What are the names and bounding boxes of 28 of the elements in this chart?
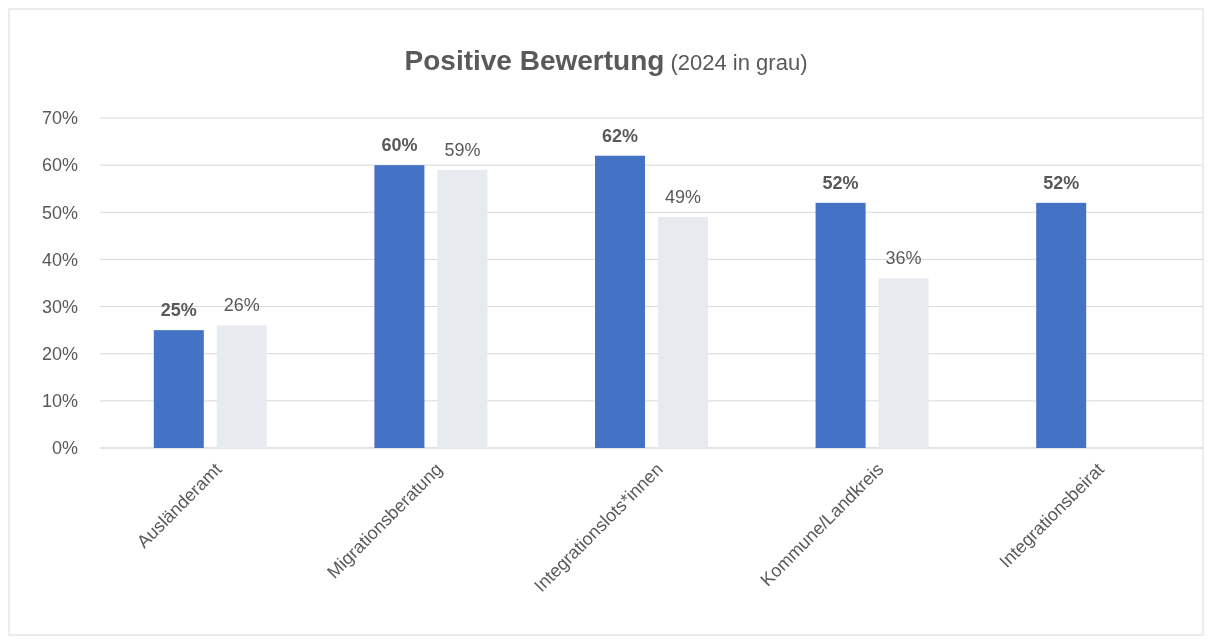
y-tick-label: 40% [41,249,78,270]
y-tick-label: 10% [41,391,78,412]
bar [153,330,204,448]
chart-subtitle: (2024 in grau) [664,50,808,75]
y-tick-label: 50% [41,202,78,223]
y-tick-label: 20% [41,344,78,365]
data-label: 26% [223,295,260,316]
y-tick-label: 0% [51,438,78,459]
bar [595,155,645,448]
bar [374,165,425,448]
y-tick-label: 30% [41,296,78,317]
data-label: 60% [381,135,418,156]
data-label: 52% [1043,172,1080,193]
bar [216,325,267,448]
bar [1036,202,1087,448]
data-label: 59% [444,139,481,160]
data-label: 62% [601,125,639,146]
data-label: 36% [885,248,922,269]
bar [815,202,866,448]
y-tick-label: 60% [41,155,78,176]
y-tick-label: 70% [41,108,78,129]
bar [878,278,929,448]
chart-title: Positive Bewertung [404,45,665,76]
data-label: 25% [160,300,197,321]
bar [658,217,708,448]
data-label: 52% [822,172,859,193]
data-label: 49% [664,187,702,207]
bar [437,169,488,448]
